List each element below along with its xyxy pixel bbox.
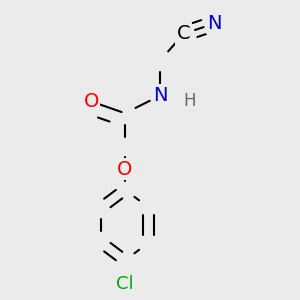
Text: H: H [184,92,196,110]
Text: N: N [208,14,222,33]
Text: Cl: Cl [116,275,134,293]
Text: N: N [153,86,168,105]
Text: O: O [117,160,133,178]
Text: C: C [177,24,191,43]
Text: O: O [83,92,99,111]
